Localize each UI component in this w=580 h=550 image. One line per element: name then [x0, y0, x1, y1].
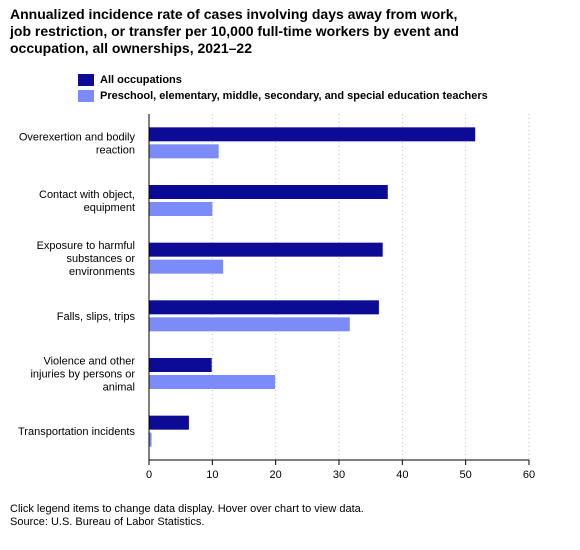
x-tick-label: 20	[270, 469, 282, 481]
legend-swatch-all-occupations	[78, 74, 94, 86]
category-label: Transportation incidents	[18, 426, 135, 438]
category-label: Contact with object, equipment	[39, 189, 135, 214]
x-tick-label: 60	[523, 469, 535, 481]
legend-item-teachers[interactable]: Preschool, elementary, middle, secondary…	[78, 88, 488, 104]
bar[interactable]: Preschool, elementary, middle, secondary…	[149, 202, 213, 216]
legend-label-teachers: Preschool, elementary, middle, secondary…	[100, 90, 488, 102]
bar[interactable]: All occupations: 36.9	[149, 242, 383, 257]
bar[interactable]: Preschool, elementary, middle, secondary…	[149, 375, 276, 389]
x-tick-label: 10	[206, 469, 218, 481]
bar[interactable]: Preschool, elementary, middle, secondary…	[149, 144, 219, 159]
bar[interactable]: All occupations: 37.7	[149, 185, 388, 199]
x-tick-label: 40	[396, 469, 408, 481]
bar[interactable]: Preschool, elementary, middle, secondary…	[149, 432, 152, 447]
legend-item-all-occupations[interactable]: All occupations	[78, 72, 488, 88]
legend-swatch-teachers	[78, 90, 94, 102]
bar[interactable]: All occupations: 36.3	[149, 300, 379, 315]
category-label: Violence and other injuries by persons or…	[30, 356, 135, 394]
chart-title: Annualized incidence rate of cases invol…	[10, 6, 459, 56]
bar[interactable]: Preschool, elementary, middle, secondary…	[149, 317, 350, 332]
x-tick-label: 50	[460, 469, 472, 481]
chart-footer: Click legend items to change data displa…	[10, 503, 364, 529]
category-label: Falls, slips, trips	[57, 311, 136, 323]
legend-label-all-occupations: All occupations	[100, 74, 182, 86]
footer-source: Source: U.S. Bureau of Labor Statistics.	[10, 516, 205, 528]
bar-chart[interactable]: All occupations: 51.5 Preschool, elementa…	[0, 0, 580, 500]
bar[interactable]: All occupations: 6.3	[149, 415, 189, 430]
x-tick-label: 0	[146, 469, 152, 481]
bar[interactable]: All occupations: 9.9	[149, 358, 212, 372]
chart-legend: All occupations Preschool, elementary, m…	[78, 72, 488, 104]
footer-note: Click legend items to change data displa…	[10, 503, 364, 515]
bar[interactable]: All occupations: 51.5	[149, 127, 476, 142]
x-tick-label: 30	[333, 469, 345, 481]
category-label: Overexertion and bodily reaction	[19, 131, 136, 156]
category-label: Exposure to harmful substances or environm…	[37, 240, 136, 278]
bar[interactable]: Preschool, elementary, middle, secondary…	[149, 259, 224, 274]
